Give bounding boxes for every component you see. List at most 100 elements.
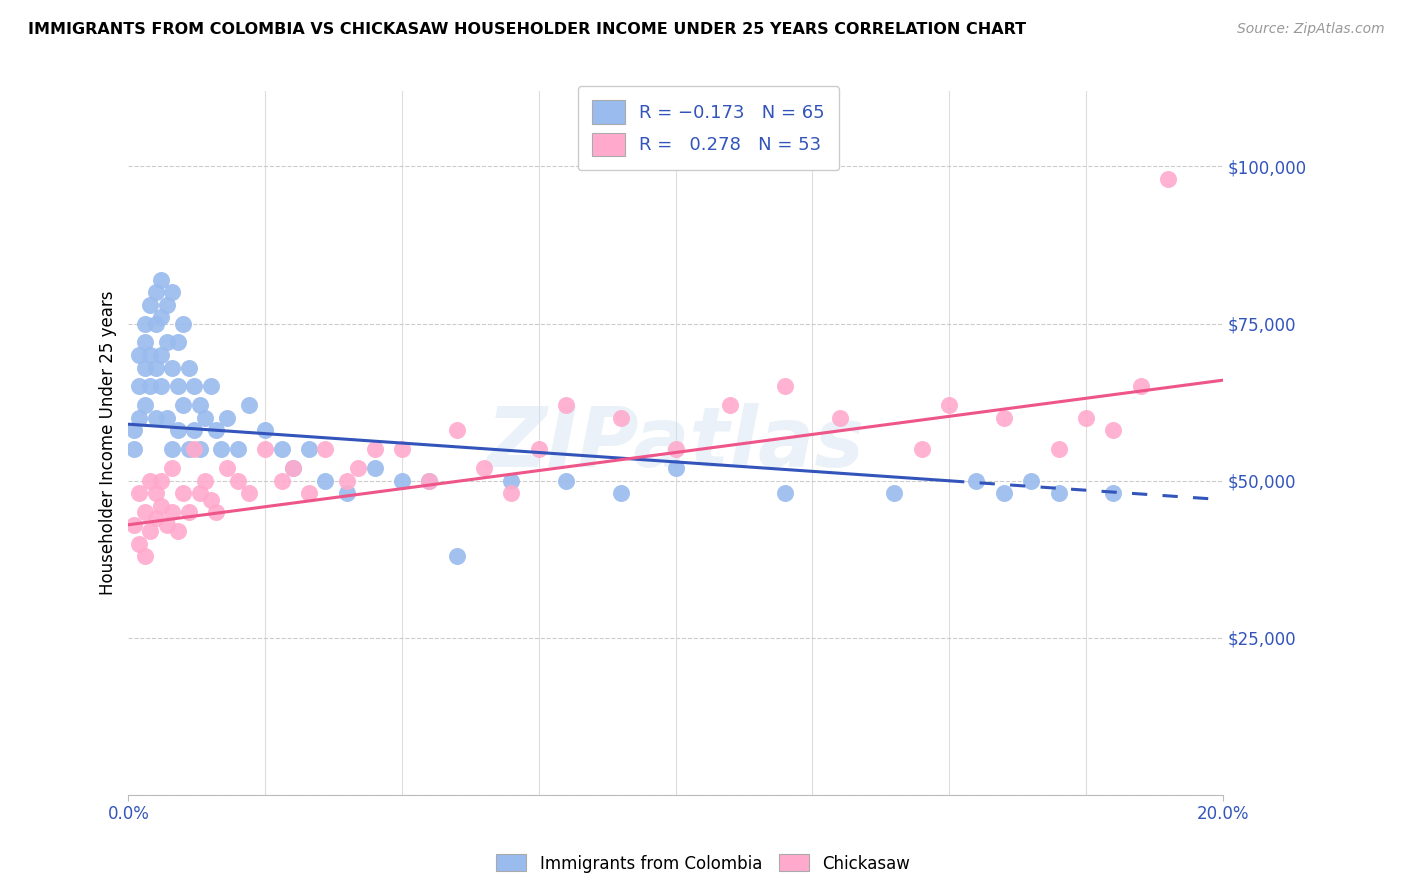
Point	[1129, 379, 1152, 393]
Point	[139, 379, 162, 393]
Point	[363, 442, 385, 457]
Point	[527, 442, 550, 457]
Point	[1047, 486, 1070, 500]
Point	[238, 486, 260, 500]
Point	[883, 486, 905, 500]
Point	[363, 461, 385, 475]
Point	[391, 474, 413, 488]
Legend: Immigrants from Colombia, Chickasaw: Immigrants from Colombia, Chickasaw	[489, 847, 917, 880]
Point	[610, 486, 633, 500]
Point	[281, 461, 304, 475]
Point	[993, 411, 1015, 425]
Point	[226, 442, 249, 457]
Point	[172, 317, 194, 331]
Point	[1074, 411, 1097, 425]
Point	[1047, 442, 1070, 457]
Point	[128, 379, 150, 393]
Point	[156, 411, 179, 425]
Point	[183, 442, 205, 457]
Point	[1102, 424, 1125, 438]
Point	[418, 474, 440, 488]
Point	[828, 411, 851, 425]
Point	[610, 411, 633, 425]
Point	[664, 442, 686, 457]
Point	[200, 379, 222, 393]
Point	[134, 360, 156, 375]
Point	[211, 442, 233, 457]
Point	[177, 442, 200, 457]
Point	[162, 461, 184, 475]
Point	[183, 379, 205, 393]
Point	[555, 398, 578, 412]
Point	[254, 424, 277, 438]
Point	[298, 442, 321, 457]
Point	[128, 486, 150, 500]
Point	[128, 536, 150, 550]
Point	[993, 486, 1015, 500]
Point	[145, 511, 167, 525]
Point	[150, 348, 173, 362]
Point	[145, 285, 167, 300]
Point	[188, 398, 211, 412]
Point	[162, 360, 184, 375]
Point	[128, 348, 150, 362]
Point	[139, 474, 162, 488]
Point	[314, 442, 336, 457]
Point	[145, 317, 167, 331]
Point	[1157, 172, 1180, 186]
Point	[145, 360, 167, 375]
Point	[166, 524, 188, 538]
Point	[145, 411, 167, 425]
Point	[156, 298, 179, 312]
Point	[134, 335, 156, 350]
Point	[664, 461, 686, 475]
Point	[205, 424, 228, 438]
Point	[134, 549, 156, 564]
Point	[194, 411, 217, 425]
Point	[270, 442, 292, 457]
Point	[177, 360, 200, 375]
Point	[205, 505, 228, 519]
Point	[238, 398, 260, 412]
Point	[718, 398, 741, 412]
Point	[150, 499, 173, 513]
Point	[166, 379, 188, 393]
Point	[122, 424, 145, 438]
Point	[134, 398, 156, 412]
Point	[122, 517, 145, 532]
Text: ZIPatlas: ZIPatlas	[486, 402, 865, 483]
Point	[183, 424, 205, 438]
Point	[166, 424, 188, 438]
Point	[773, 486, 796, 500]
Point	[911, 442, 934, 457]
Point	[472, 461, 495, 475]
Point	[150, 272, 173, 286]
Point	[1102, 486, 1125, 500]
Point	[156, 335, 179, 350]
Point	[150, 310, 173, 325]
Point	[270, 474, 292, 488]
Point	[215, 461, 238, 475]
Point	[965, 474, 987, 488]
Point	[162, 505, 184, 519]
Point	[166, 335, 188, 350]
Point	[128, 411, 150, 425]
Point	[134, 505, 156, 519]
Point	[446, 549, 468, 564]
Point	[150, 474, 173, 488]
Point	[1019, 474, 1042, 488]
Point	[139, 524, 162, 538]
Point	[177, 505, 200, 519]
Point	[281, 461, 304, 475]
Point	[501, 474, 523, 488]
Point	[226, 474, 249, 488]
Point	[215, 411, 238, 425]
Point	[162, 442, 184, 457]
Legend: R = −0.173   N = 65, R =   0.278   N = 53: R = −0.173 N = 65, R = 0.278 N = 53	[578, 86, 839, 170]
Point	[150, 379, 173, 393]
Point	[336, 474, 359, 488]
Text: Source: ZipAtlas.com: Source: ZipAtlas.com	[1237, 22, 1385, 37]
Point	[139, 348, 162, 362]
Point	[938, 398, 960, 412]
Point	[336, 486, 359, 500]
